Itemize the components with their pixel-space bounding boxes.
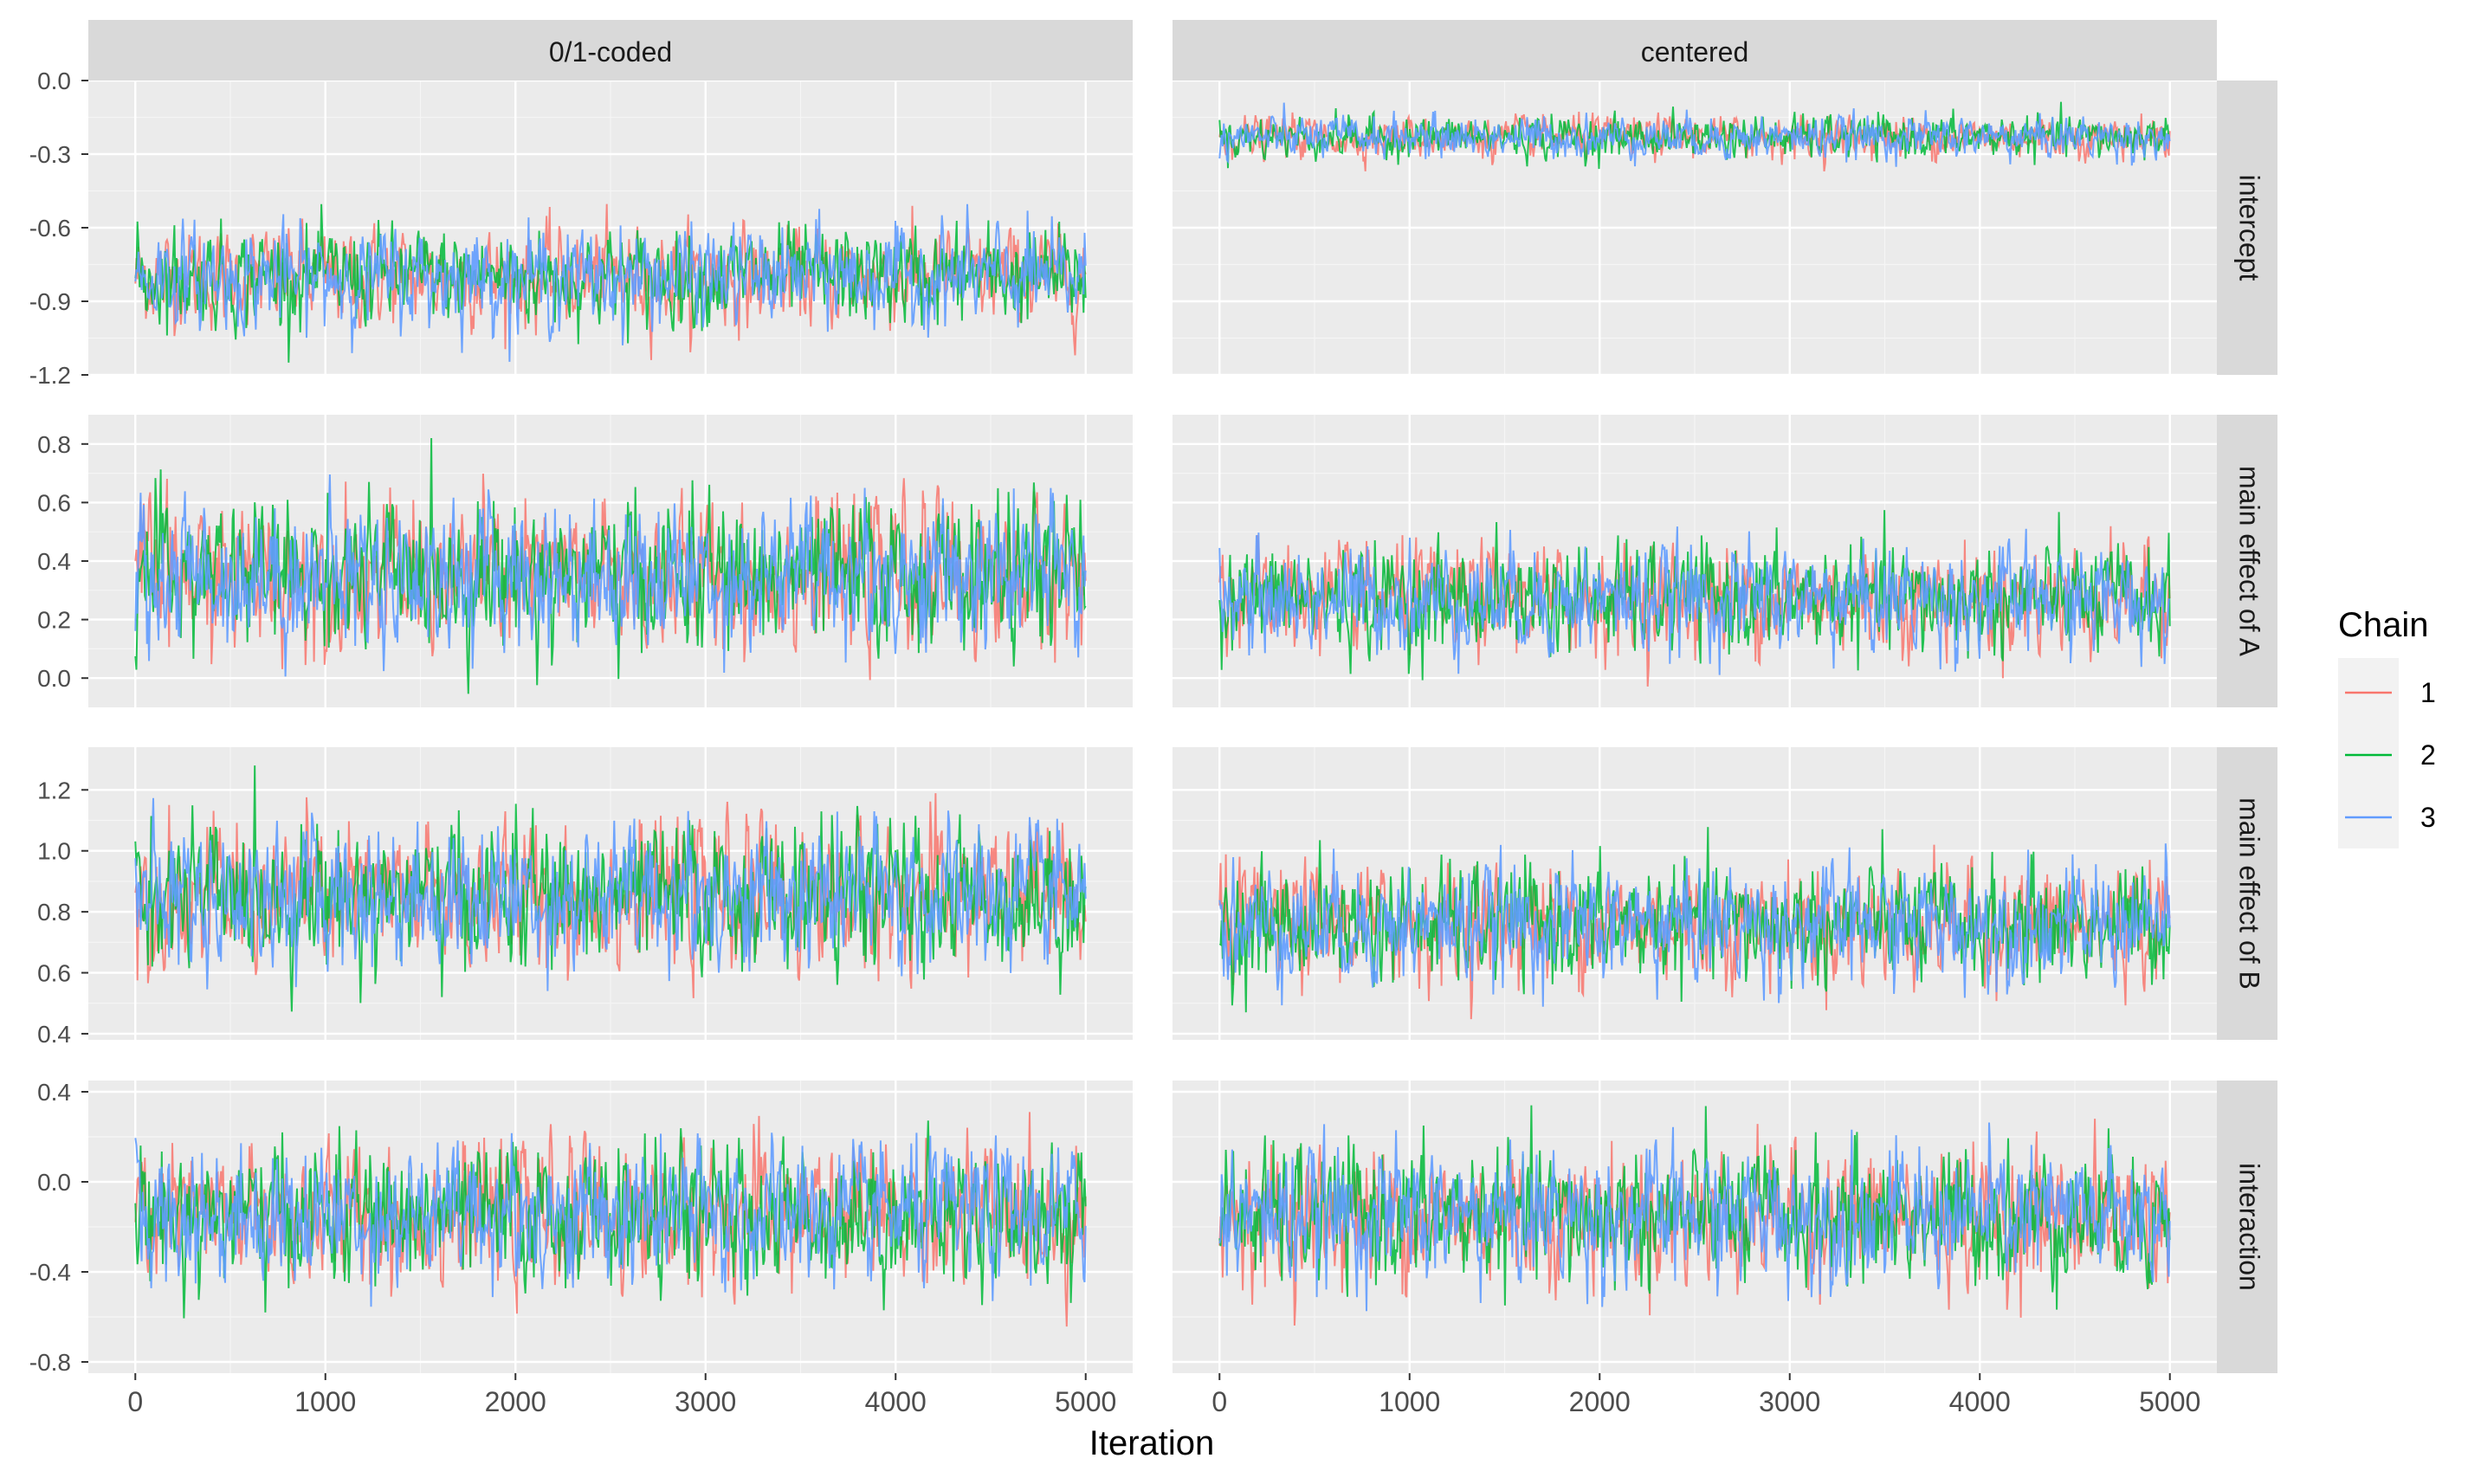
y-tick-label: 0.4 bbox=[37, 548, 71, 575]
facet-strip-column-label: 0/1-coded bbox=[549, 36, 672, 68]
panel bbox=[88, 747, 1133, 1040]
y-tick-label: -0.8 bbox=[29, 1349, 71, 1376]
legend: Chain 1 2 3 bbox=[2338, 606, 2436, 848]
y-tick-label: 0.8 bbox=[37, 431, 71, 458]
facet-strip-row bbox=[2217, 1081, 2277, 1373]
trace-chain-3 bbox=[134, 797, 1087, 991]
y-tick-label: 0.4 bbox=[37, 1079, 71, 1106]
facet-strip-row bbox=[2217, 747, 2277, 1040]
facet-strip-row-label: main effect of B bbox=[2234, 797, 2265, 990]
facet-strip-row-label: intercept bbox=[2234, 175, 2265, 281]
panel bbox=[88, 1081, 1133, 1373]
legend-label: 2 bbox=[2420, 739, 2436, 771]
trace-chain-3 bbox=[134, 474, 1087, 677]
y-tick-label: -0.9 bbox=[29, 288, 71, 315]
panel bbox=[88, 79, 1133, 377]
y-tick-label: -1.2 bbox=[29, 362, 71, 389]
x-tick-label: 2000 bbox=[1569, 1386, 1631, 1417]
x-tick-label: 3000 bbox=[675, 1386, 736, 1417]
x-tick-label: 5000 bbox=[2139, 1386, 2200, 1417]
trace-chain-3 bbox=[1218, 843, 2171, 1007]
trace-chain-3 bbox=[1218, 1122, 2171, 1312]
panel bbox=[1173, 79, 2217, 377]
y-tick-label: 1.0 bbox=[37, 838, 71, 865]
x-tick-label: 1000 bbox=[1379, 1386, 1440, 1417]
y-tick-label: -0.4 bbox=[29, 1259, 71, 1286]
facet-strip-row-label: interaction bbox=[2234, 1163, 2265, 1291]
y-tick-label: 0.2 bbox=[37, 607, 71, 634]
y-tick-label: 0.6 bbox=[37, 489, 71, 516]
legend-label: 1 bbox=[2420, 677, 2436, 708]
facet-strip-column-label: centered bbox=[1641, 36, 1749, 68]
x-tick-label: 0 bbox=[1211, 1386, 1227, 1417]
facet-strip-column bbox=[1173, 20, 2217, 81]
panel bbox=[1173, 747, 2217, 1040]
trace-chain-3 bbox=[1218, 526, 2171, 675]
panel bbox=[88, 415, 1133, 707]
facet-strip-row bbox=[2217, 81, 2277, 375]
facet-strip-row bbox=[2217, 415, 2277, 707]
x-tick-label: 0 bbox=[127, 1386, 143, 1417]
x-axis-title: Iteration bbox=[1089, 1424, 1215, 1462]
y-tick-label: 0.0 bbox=[37, 68, 71, 94]
y-tick-label: -0.6 bbox=[29, 215, 71, 242]
x-tick-label: 4000 bbox=[1949, 1386, 2011, 1417]
trace-chain-3 bbox=[1218, 102, 2171, 167]
facet-strip-row-label: main effect of A bbox=[2234, 466, 2265, 657]
y-tick-label: 1.2 bbox=[37, 777, 71, 803]
y-tick-label: 0.0 bbox=[37, 1169, 71, 1196]
y-tick-label: 0.6 bbox=[37, 960, 71, 987]
x-tick-label: 1000 bbox=[294, 1386, 356, 1417]
y-tick-label: 0.4 bbox=[37, 1021, 71, 1048]
y-tick-label: 0.8 bbox=[37, 899, 71, 926]
panel bbox=[1173, 415, 2217, 707]
legend-title: Chain bbox=[2338, 606, 2429, 644]
facet-strip-column bbox=[88, 20, 1133, 81]
y-tick-label: -0.3 bbox=[29, 141, 71, 168]
x-tick-label: 5000 bbox=[1055, 1386, 1116, 1417]
legend-label: 3 bbox=[2420, 802, 2436, 833]
x-tick-label: 3000 bbox=[1759, 1386, 1820, 1417]
x-tick-label: 4000 bbox=[865, 1386, 927, 1417]
trace-chain-3 bbox=[134, 1132, 1087, 1307]
x-tick-label: 2000 bbox=[485, 1386, 546, 1417]
trace-chain-3 bbox=[134, 203, 1087, 362]
y-tick-label: 0.0 bbox=[37, 665, 71, 692]
panel bbox=[1173, 1081, 2217, 1373]
